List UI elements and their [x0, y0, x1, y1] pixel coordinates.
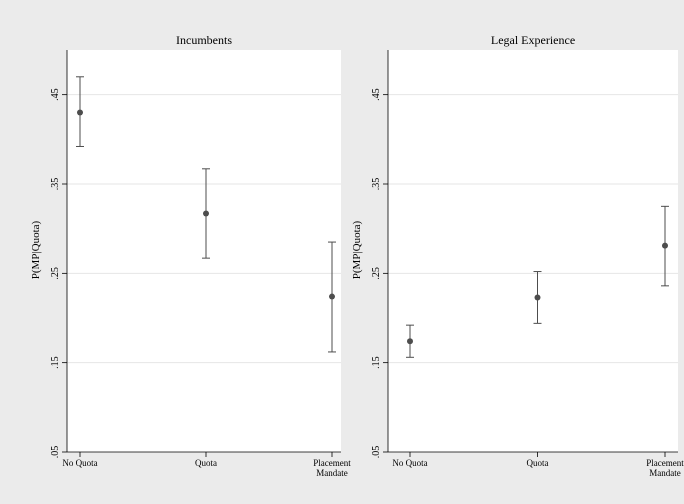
data-point: [662, 242, 668, 249]
y-tick-label: .25: [371, 267, 382, 280]
y-tick-label: .35: [371, 178, 382, 191]
x-tick-label: Placement: [646, 458, 684, 468]
chart-title: Legal Experience: [491, 33, 575, 47]
chart-title: Incumbents: [176, 33, 232, 47]
data-point: [329, 293, 335, 300]
x-tick-label: Mandate: [649, 468, 681, 478]
plot-area: [388, 50, 678, 452]
data-point: [203, 210, 209, 217]
y-tick-label: .15: [50, 356, 61, 369]
x-tick-label: No Quota: [392, 458, 427, 468]
y-axis-label: P(MP|Quota): [351, 220, 363, 279]
y-axis-label: P(MP|Quota): [30, 220, 42, 279]
data-point: [77, 109, 83, 116]
y-tick-label: .25: [50, 267, 61, 280]
x-tick-label: Quota: [527, 458, 549, 468]
y-tick-label: .45: [50, 88, 61, 101]
y-tick-label: .15: [371, 356, 382, 369]
x-tick-label: No Quota: [62, 458, 97, 468]
y-tick-label: .05: [371, 446, 382, 459]
x-tick-label: Placement: [313, 458, 351, 468]
plot-area: [67, 50, 341, 452]
panel-legal-experience: Legal Experience .05 .15 .25 .35 .45 P(MP|Quot…: [351, 33, 684, 478]
data-point: [534, 294, 541, 301]
y-tick-label: .45: [371, 88, 382, 101]
data-point: [407, 338, 413, 345]
x-tick-label: Quota: [195, 458, 217, 468]
y-tick-label: .35: [50, 178, 61, 191]
panel-incumbents: Incumbents .05 .15 .25 .35 .45 P(MP|Quota) No Q…: [30, 33, 351, 478]
y-tick-label: .05: [50, 446, 61, 459]
x-tick-label: Mandate: [316, 468, 348, 478]
